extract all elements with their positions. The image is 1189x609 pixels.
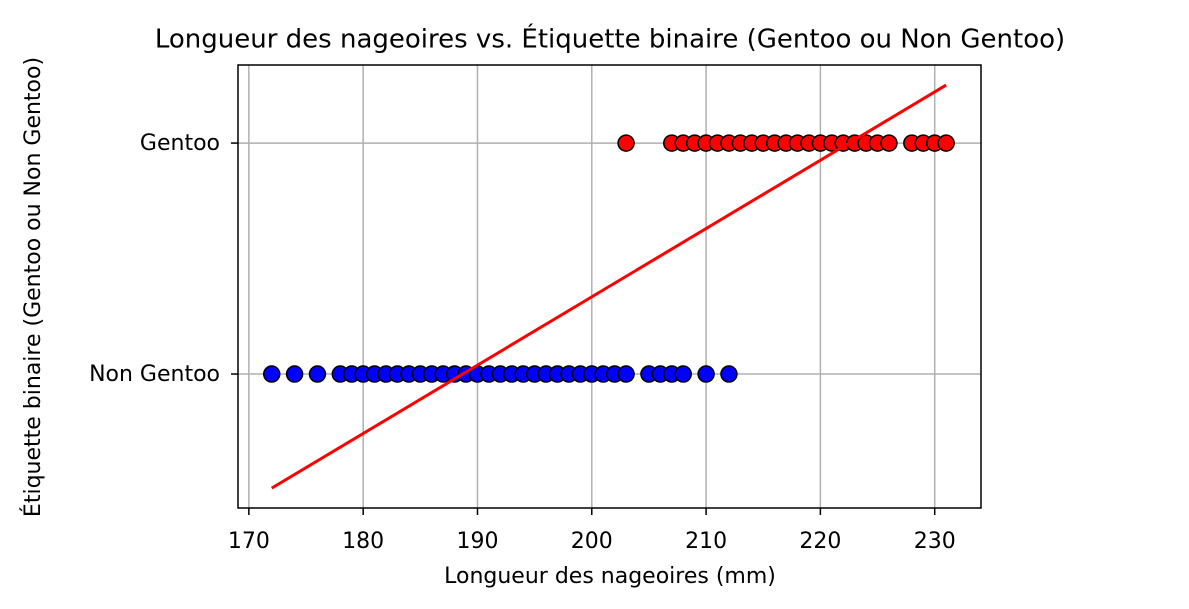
axes-frame (237, 64, 982, 509)
x-tick-label: 180 (342, 529, 384, 554)
scatter-point (285, 365, 304, 383)
scatter-point (697, 365, 715, 383)
scatter-point (262, 365, 281, 383)
scatter-point (880, 134, 898, 152)
x-tick-label: 230 (914, 529, 956, 554)
regression-line (270, 83, 947, 490)
y-axis-label: Étiquette binaire (Gentoo ou Non Gentoo) (20, 57, 46, 517)
scatter-point (617, 365, 635, 383)
chart-title: Longueur des nageoires vs. Étiquette bin… (155, 23, 1065, 55)
scatter-point (674, 365, 692, 383)
scatter-point (308, 365, 327, 383)
x-tick-label: 210 (685, 529, 727, 554)
scatter-point (720, 365, 738, 383)
x-tick-label: 170 (228, 529, 270, 554)
x-tick-label: 220 (799, 529, 841, 554)
scatter-point (937, 134, 955, 152)
x-tick-label: 200 (571, 529, 613, 554)
x-axis-label: Longueur des nageoires (mm) (444, 564, 776, 589)
y-tick-label: Gentoo (140, 131, 220, 156)
x-tick-label: 190 (456, 529, 498, 554)
scatter-point (617, 134, 635, 152)
y-tick-label: Non Gentoo (89, 362, 220, 387)
marks-layer (262, 83, 955, 490)
